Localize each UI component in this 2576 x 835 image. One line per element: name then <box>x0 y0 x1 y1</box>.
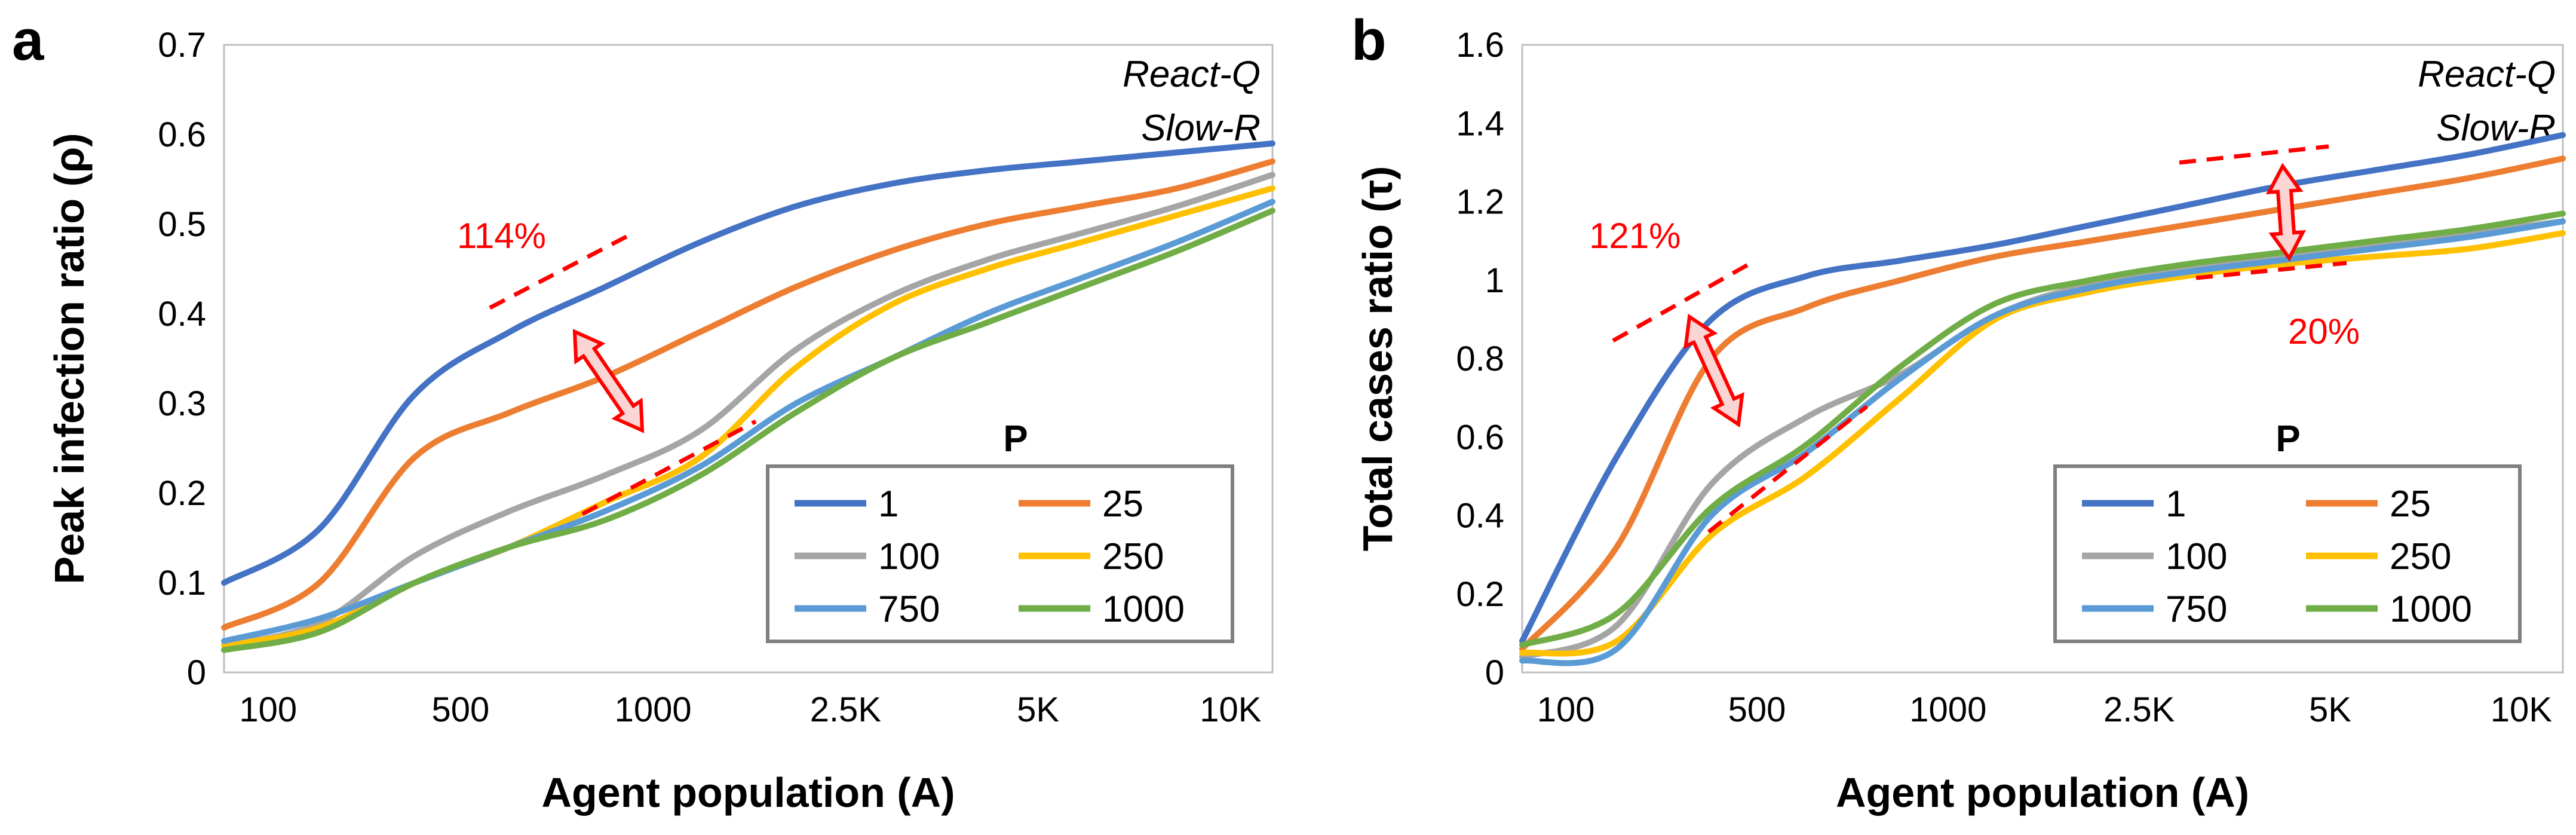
y-tick-label: 0.7 <box>158 26 206 65</box>
x-tick-label: 2.5K <box>810 690 882 729</box>
x-tick-label: 1000 <box>1909 690 1986 729</box>
series-line-P100 <box>221 172 1275 649</box>
chart-note: Slow-R <box>1141 108 1261 149</box>
annotation-dash-right-upper <box>2179 144 2329 165</box>
legend-title: P <box>1003 418 1028 460</box>
legend-title: P <box>2276 418 2300 460</box>
series-line-P1000 <box>1519 210 2566 649</box>
y-tick-label: 1.4 <box>1456 104 1504 143</box>
chart-note: React-Q <box>2418 54 2556 95</box>
annotation-121pct: 121% <box>1589 216 1680 256</box>
panel-letter: b <box>1351 8 1387 72</box>
series-line-P25 <box>221 158 1275 631</box>
legend-label-P25: 25 <box>1102 484 1143 525</box>
y-tick-label: 0.6 <box>1456 418 1504 457</box>
x-axis-title: Agent population (A) <box>541 769 955 816</box>
y-axis-title: Peak infection ratio (ρ) <box>46 133 93 584</box>
legend-label-P250: 250 <box>2390 536 2451 577</box>
series-line-P25 <box>1519 155 2566 652</box>
x-tick-label: 5K <box>2309 690 2351 729</box>
annotation-dash-lower <box>1707 405 1869 534</box>
x-tick-label: 2.5K <box>2103 690 2175 729</box>
legend-label-P750: 750 <box>2166 589 2227 630</box>
series-line-P1 <box>1519 131 2566 644</box>
annotation-dash-right-lower <box>2195 261 2347 280</box>
annotation-double-arrow <box>1683 313 1744 428</box>
x-tick-label: 100 <box>239 690 297 729</box>
y-tick-label: 1.2 <box>1456 183 1504 222</box>
y-tick-label: 1.6 <box>1456 26 1504 65</box>
chart-panel-b: b 0 0.2 0.4 0.6 0.8 1 1.2 1.4 1.6 100 500 1000 2.5K 5K… <box>1351 8 2566 816</box>
legend-label-P25: 25 <box>2390 484 2431 525</box>
y-tick-label: 0.1 <box>158 564 206 602</box>
y-tick-label: 0.2 <box>1456 575 1504 614</box>
x-tick-label: 500 <box>432 690 490 729</box>
x-tick-label: 500 <box>1728 690 1786 729</box>
legend-label-P750: 750 <box>878 589 940 630</box>
annotation-114pct: 114% <box>457 216 546 256</box>
series-line-P1 <box>221 140 1275 586</box>
y-tick-label: 0.4 <box>158 295 206 334</box>
legend-label-P250: 250 <box>1102 536 1164 577</box>
annotation-double-arrow-right <box>2265 163 2307 262</box>
plot-area-frame <box>223 44 1274 674</box>
legend-label-P100: 100 <box>878 536 940 577</box>
y-tick-label: 0.8 <box>1456 339 1504 378</box>
x-tick-label: 10K <box>2491 690 2553 729</box>
annotation-dash-lower <box>581 419 757 516</box>
x-tick-label: 5K <box>1017 690 1059 729</box>
chart-panel-a: a 0 0.1 0.2 0.3 0.4 0.5 0.6 0.7 100 500 1000 2.5K 5K 1… <box>12 8 1275 816</box>
y-tick-label: 1 <box>1485 261 1504 300</box>
legend-label-P1000: 1000 <box>1102 589 1185 630</box>
x-tick-label: 1000 <box>615 690 692 729</box>
y-tick-label: 0.4 <box>1456 497 1504 536</box>
chart-note: React-Q <box>1123 54 1261 95</box>
y-tick-label: 0.6 <box>158 115 206 154</box>
annotation-double-arrow <box>572 329 645 433</box>
series-line-P750 <box>1519 218 2566 666</box>
plot-area-frame <box>1521 44 2564 674</box>
y-tick-label: 0.2 <box>158 474 206 513</box>
panel-letter: a <box>12 8 44 72</box>
legend-label-P1000: 1000 <box>2390 589 2472 630</box>
annotation-20pct: 20% <box>2288 311 2360 351</box>
legend-label-P1: 1 <box>878 484 898 525</box>
x-tick-label: 100 <box>1537 690 1595 729</box>
x-tick-label: 10K <box>1200 690 1262 729</box>
y-axis-title: Total cases ratio (τ) <box>1354 166 1401 552</box>
y-tick-label: 0.5 <box>158 205 206 244</box>
y-tick-label: 0.3 <box>158 384 206 423</box>
y-tick-label: 0 <box>1485 653 1504 692</box>
x-axis-title: Agent population (A) <box>1836 769 2249 816</box>
series-line-P1000 <box>221 207 1275 653</box>
legend-label-P100: 100 <box>2166 536 2227 577</box>
y-tick-label: 0 <box>187 653 206 692</box>
legend-label-P1: 1 <box>2166 484 2186 525</box>
